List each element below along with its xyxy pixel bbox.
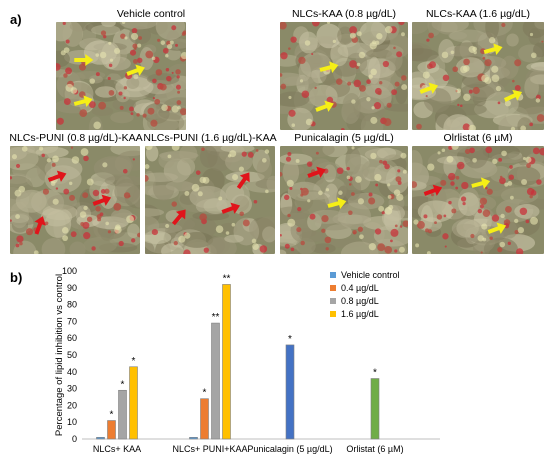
significance-marker: * bbox=[110, 410, 114, 421]
micrograph-nlcs-puni-0-8 bbox=[10, 146, 140, 254]
y-tick-label: 70 bbox=[67, 316, 77, 326]
arrow-marker bbox=[74, 54, 94, 66]
bar bbox=[118, 389, 127, 440]
y-tick-label: 90 bbox=[67, 283, 77, 293]
arrow-marker bbox=[483, 43, 503, 55]
x-category-label: NLCs+ KAA bbox=[93, 444, 141, 454]
arrow-marker bbox=[171, 209, 186, 226]
micrograph-title-nlcs-kaa-1-6: NLCs-KAA (1.6 µg/dL) bbox=[425, 8, 531, 20]
arrow-marker bbox=[487, 222, 507, 234]
arrow-marker bbox=[73, 95, 93, 107]
micrograph-title-punicalagin: Punicalagin (5 µg/dL) bbox=[294, 132, 394, 144]
micrograph-orlistat bbox=[412, 146, 544, 254]
svg-text:Vehicle control: Vehicle control bbox=[341, 270, 400, 280]
bar bbox=[96, 437, 105, 440]
lipid-inhibition-bar-chart: Percentage of lipid inhibition vs contro… bbox=[54, 266, 440, 454]
bar bbox=[222, 284, 231, 440]
y-tick-label: 60 bbox=[67, 333, 77, 343]
micrograph-title-nlcs-kaa-0-8: NLCs-KAA (0.8 µg/dL) bbox=[291, 8, 397, 20]
micrograph-title-vehicle-control: Vehicle control bbox=[116, 8, 186, 20]
x-category-label: NLCs+ PUNI+KAA bbox=[172, 444, 247, 454]
bar bbox=[107, 420, 116, 440]
arrow-marker bbox=[126, 64, 145, 76]
significance-marker: * bbox=[121, 379, 125, 390]
arrow-marker bbox=[423, 184, 443, 196]
arrow-marker bbox=[236, 172, 250, 190]
bar bbox=[189, 437, 198, 440]
y-tick-label: 50 bbox=[67, 350, 77, 360]
bar bbox=[211, 322, 220, 440]
y-tick-label: 0 bbox=[72, 434, 77, 444]
arrow-marker bbox=[503, 89, 523, 102]
y-axis-label: Percentage of lipid inhibition vs contro… bbox=[54, 274, 65, 436]
arrow-marker bbox=[419, 82, 439, 94]
svg-text:1.6 µg/dL: 1.6 µg/dL bbox=[341, 309, 379, 319]
panel-a-label: a) bbox=[10, 12, 22, 27]
significance-marker: * bbox=[288, 334, 292, 345]
legend-item: Vehicle control bbox=[330, 270, 400, 280]
micrograph-nlcs-kaa-0-8 bbox=[280, 22, 408, 130]
micrograph-punicalagin bbox=[280, 146, 408, 254]
panel-b-label: b) bbox=[10, 270, 23, 285]
micrograph-nlcs-kaa-1-6 bbox=[412, 22, 544, 130]
significance-marker: * bbox=[373, 368, 377, 379]
y-tick-label: 40 bbox=[67, 367, 77, 377]
x-category-label: Orlistat (6 µM) bbox=[346, 444, 403, 454]
y-tick-label: 100 bbox=[62, 266, 77, 276]
legend-item: 1.6 µg/dL bbox=[330, 309, 379, 319]
micrograph-title-orlistat: Olrlistat (6 µM) bbox=[443, 132, 513, 144]
y-tick-label: 80 bbox=[67, 300, 77, 310]
micrograph-title-nlcs-puni-0-8: NLCs-PUNI (0.8 µg/dL)-KAA bbox=[9, 132, 143, 144]
y-tick-label: 30 bbox=[67, 384, 77, 394]
significance-marker: ** bbox=[212, 312, 220, 323]
arrow-marker bbox=[92, 194, 112, 206]
arrow-marker bbox=[221, 202, 241, 214]
bar bbox=[129, 366, 138, 440]
svg-text:0.8 µg/dL: 0.8 µg/dL bbox=[341, 296, 379, 306]
arrow-marker bbox=[315, 100, 334, 112]
arrow-marker bbox=[327, 197, 347, 209]
significance-marker: * bbox=[132, 356, 136, 367]
y-tick-label: 20 bbox=[67, 400, 77, 410]
micrograph-vehicle-control bbox=[56, 22, 186, 130]
arrow-marker bbox=[307, 166, 326, 178]
bar bbox=[200, 398, 209, 440]
x-category-label: Punicalagin (5 µg/dL) bbox=[247, 444, 332, 454]
arrow-marker bbox=[47, 170, 67, 182]
arrow-marker bbox=[319, 61, 339, 73]
bar bbox=[370, 378, 380, 440]
micrograph-title-nlcs-puni-1-6: NLCs-PUNI (1.6 µg/dL)-KAA bbox=[143, 132, 277, 144]
significance-marker: ** bbox=[223, 273, 231, 284]
bar bbox=[285, 344, 295, 440]
arrow-marker bbox=[34, 216, 46, 235]
svg-text:0.4 µg/dL: 0.4 µg/dL bbox=[341, 283, 379, 293]
significance-marker: * bbox=[203, 388, 207, 399]
micrograph-nlcs-puni-1-6 bbox=[145, 146, 275, 254]
legend-item: 0.4 µg/dL bbox=[330, 283, 379, 293]
arrow-marker bbox=[471, 177, 491, 189]
legend-item: 0.8 µg/dL bbox=[330, 296, 379, 306]
y-tick-label: 10 bbox=[67, 417, 77, 427]
